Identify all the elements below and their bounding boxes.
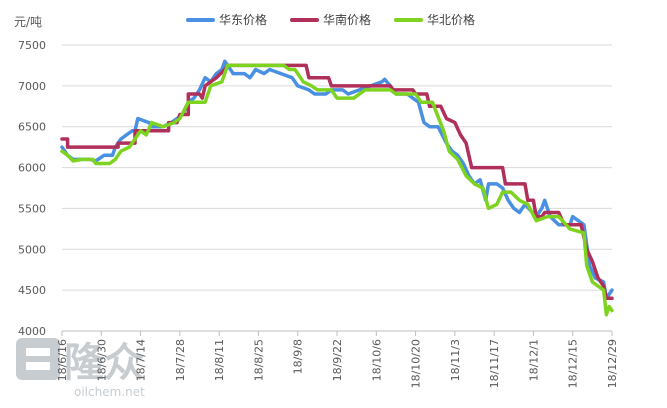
watermark-badge bbox=[16, 338, 60, 380]
x-tick-label: 18/12/1 bbox=[527, 339, 540, 381]
watermark-badge-cut bbox=[26, 362, 50, 370]
y-axis: 4000 4500 5000 5500 6000 6500 7000 7500 bbox=[18, 39, 46, 338]
legend-label: 华南价格 bbox=[323, 12, 371, 27]
legend-label: 华东价格 bbox=[219, 12, 267, 27]
y-tick-label: 6500 bbox=[18, 121, 46, 134]
x-tick-label: 18/7/28 bbox=[174, 339, 187, 381]
x-tick-label: 18/12/15 bbox=[567, 339, 580, 388]
x-tick-label: 18/7/14 bbox=[135, 339, 148, 381]
y-tick-label: 7500 bbox=[18, 39, 46, 52]
watermark-url: oilchem.net bbox=[74, 385, 145, 399]
plot-area bbox=[60, 59, 614, 317]
x-tick-label: 18/12/29 bbox=[606, 339, 619, 388]
x-tick-label: 18/9/8 bbox=[292, 339, 305, 374]
watermark-text: 隆众 bbox=[64, 340, 144, 386]
y-tick-label: 5000 bbox=[18, 243, 46, 256]
x-tick-label: 18/8/25 bbox=[252, 339, 265, 381]
x-tick-label: 18/11/3 bbox=[449, 339, 462, 381]
y-tick-label: 6000 bbox=[18, 162, 46, 175]
series-line bbox=[60, 63, 614, 301]
x-tick-label: 18/11/17 bbox=[488, 339, 501, 388]
y-tick-label: 4500 bbox=[18, 284, 46, 297]
x-tick-label: 18/6/16 bbox=[56, 339, 69, 381]
x-tick-label: 18/10/6 bbox=[370, 339, 383, 381]
watermark-badge-cut bbox=[26, 348, 50, 356]
y-tick-label: 5500 bbox=[18, 202, 46, 215]
x-axis: 18/6/16 18/6/30 18/7/14 18/7/28 18/8/11 18/8/… bbox=[56, 330, 619, 388]
y-tick-label: 7000 bbox=[18, 80, 46, 93]
y-tick-label: 4000 bbox=[18, 325, 46, 338]
x-tick-label: 18/10/20 bbox=[410, 339, 423, 388]
x-tick-label: 18/8/11 bbox=[213, 339, 226, 381]
series-line bbox=[60, 63, 614, 317]
watermark-logo: 隆众 oilchem.net bbox=[16, 338, 145, 399]
gridlines bbox=[62, 44, 612, 291]
legend-label: 华北价格 bbox=[427, 12, 475, 27]
x-tick-label: 18/9/22 bbox=[331, 339, 344, 381]
legend: 华东价格 华南价格 华北价格 bbox=[186, 12, 475, 27]
x-tick-label: 18/6/30 bbox=[95, 339, 108, 381]
y-axis-unit-label: 元/吨 bbox=[14, 15, 42, 29]
